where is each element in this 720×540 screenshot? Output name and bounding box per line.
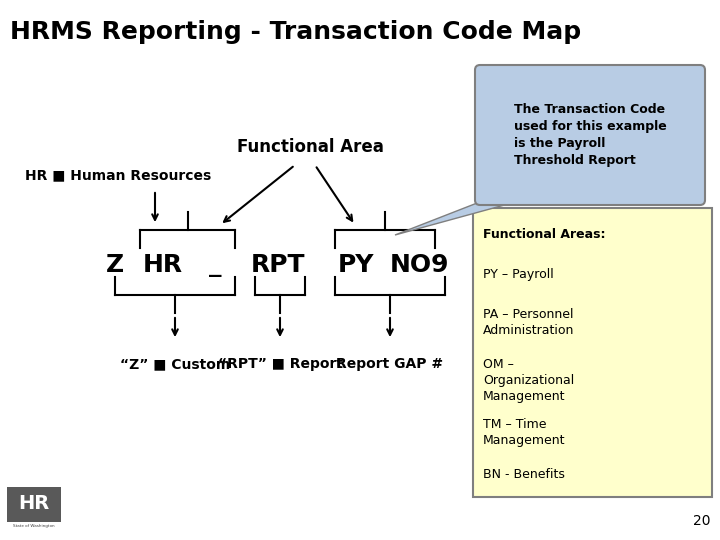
Text: Report GAP #: Report GAP #	[336, 357, 444, 371]
Text: OM –
Organizational
Management: OM – Organizational Management	[483, 358, 575, 403]
FancyBboxPatch shape	[473, 208, 712, 497]
FancyBboxPatch shape	[7, 488, 61, 523]
Text: 20: 20	[693, 514, 710, 528]
Text: NO9: NO9	[390, 253, 450, 277]
Text: HR ■ Human Resources: HR ■ Human Resources	[25, 168, 211, 182]
Text: Functional Area: Functional Area	[237, 138, 384, 156]
Text: State of Washington: State of Washington	[14, 524, 55, 528]
Text: “Z” ■ Custom: “Z” ■ Custom	[120, 357, 230, 371]
Text: PY: PY	[338, 253, 374, 277]
FancyBboxPatch shape	[475, 65, 705, 205]
Text: BN - Benefits: BN - Benefits	[483, 468, 565, 481]
Text: Z: Z	[106, 253, 124, 277]
Text: TM – Time
Management: TM – Time Management	[483, 418, 565, 447]
Text: HR: HR	[143, 253, 183, 277]
Text: PY – Payroll: PY – Payroll	[483, 268, 554, 281]
Text: The Transaction Code
used for this example
is the Payroll
Threshold Report: The Transaction Code used for this examp…	[513, 103, 667, 167]
Text: Functional Areas:: Functional Areas:	[483, 228, 606, 241]
Text: RPT: RPT	[251, 253, 305, 277]
Text: PA – Personnel
Administration: PA – Personnel Administration	[483, 308, 575, 337]
Text: HR: HR	[19, 494, 50, 512]
Polygon shape	[395, 198, 530, 235]
Text: HRMS Reporting - Transaction Code Map: HRMS Reporting - Transaction Code Map	[10, 20, 581, 44]
Text: “RPT” ■ Report: “RPT” ■ Report	[217, 357, 343, 371]
Text: _: _	[209, 253, 221, 277]
